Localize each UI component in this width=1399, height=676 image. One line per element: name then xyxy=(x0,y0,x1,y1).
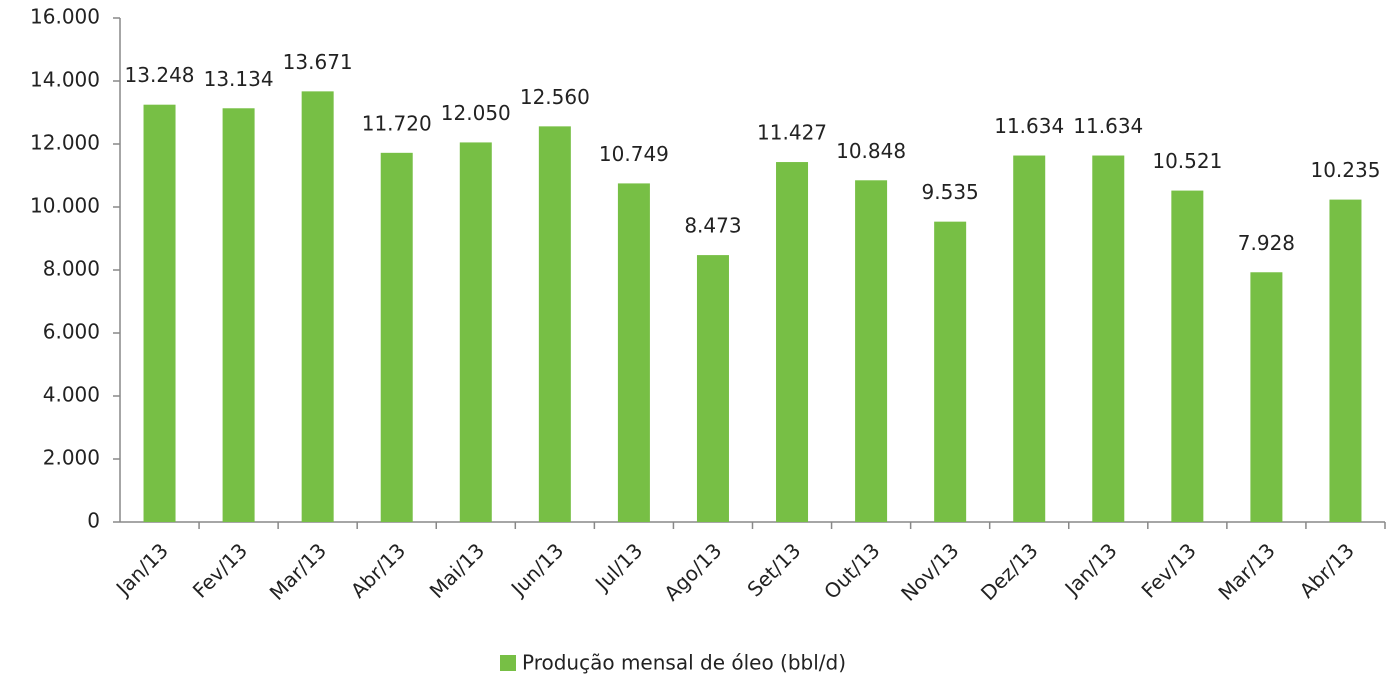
data-label: 13.134 xyxy=(204,67,274,91)
data-label: 12.560 xyxy=(520,85,590,109)
data-label: 11.427 xyxy=(757,121,827,145)
x-tick-label: Mar/13 xyxy=(1213,538,1279,604)
legend-swatch xyxy=(500,655,516,671)
bar xyxy=(855,180,888,522)
data-label: 8.473 xyxy=(684,214,741,238)
bar xyxy=(696,255,729,522)
y-tick-label: 10.000 xyxy=(30,194,100,218)
y-tick-label: 0 xyxy=(87,509,100,533)
data-label: 7.928 xyxy=(1238,231,1295,255)
data-label: 9.535 xyxy=(922,180,979,204)
bar xyxy=(222,108,255,523)
x-tick-label: Fev/13 xyxy=(188,538,252,602)
x-tick-label: Jul/13 xyxy=(589,538,647,596)
x-tick-label: Out/13 xyxy=(819,538,884,603)
x-tick-label: Jan/13 xyxy=(110,538,173,601)
x-tick-label: Fev/13 xyxy=(1137,538,1201,602)
bar xyxy=(1250,272,1283,522)
y-tick-label: 4.000 xyxy=(43,383,100,407)
bar xyxy=(1171,190,1204,522)
y-tick-label: 14.000 xyxy=(30,68,100,92)
x-tick-label: Mai/13 xyxy=(425,538,490,603)
data-label: 11.634 xyxy=(1073,114,1143,138)
data-label: 13.671 xyxy=(283,50,353,74)
data-label: 10.848 xyxy=(836,139,906,163)
data-label: 12.050 xyxy=(441,101,511,125)
bar xyxy=(380,152,413,522)
data-label: 11.634 xyxy=(994,114,1064,138)
bar xyxy=(934,221,967,522)
x-tick-label: Jun/13 xyxy=(505,538,568,601)
bar xyxy=(301,91,334,523)
data-label: 10.235 xyxy=(1310,158,1380,182)
y-tick-label: 16.000 xyxy=(30,5,100,29)
bar xyxy=(1013,155,1046,523)
legend-label: Produção mensal de óleo (bbl/d) xyxy=(522,651,846,675)
data-label: 11.720 xyxy=(362,111,432,135)
x-tick-label: Mar/13 xyxy=(265,538,331,604)
bar xyxy=(617,183,650,522)
bar xyxy=(1092,155,1125,523)
data-label: 10.521 xyxy=(1152,149,1222,173)
bar xyxy=(143,104,176,523)
x-tick-label: Jan/13 xyxy=(1059,538,1122,601)
data-label: 13.248 xyxy=(125,63,195,87)
bar xyxy=(538,126,571,523)
bar xyxy=(459,142,492,523)
y-tick-label: 2.000 xyxy=(43,446,100,470)
x-tick-label: Set/13 xyxy=(743,538,806,601)
x-tick-label: Dez/13 xyxy=(976,538,1043,605)
bar xyxy=(1329,199,1362,522)
x-tick-label: Abr/13 xyxy=(1295,538,1359,602)
y-tick-label: 12.000 xyxy=(30,131,100,155)
data-label: 10.749 xyxy=(599,142,669,166)
bar xyxy=(776,162,809,522)
x-tick-label: Ago/13 xyxy=(659,538,726,605)
x-tick-label: Nov/13 xyxy=(896,538,963,605)
y-tick-label: 8.000 xyxy=(43,257,100,281)
y-tick-label: 6.000 xyxy=(43,320,100,344)
x-tick-label: Abr/13 xyxy=(346,538,410,602)
